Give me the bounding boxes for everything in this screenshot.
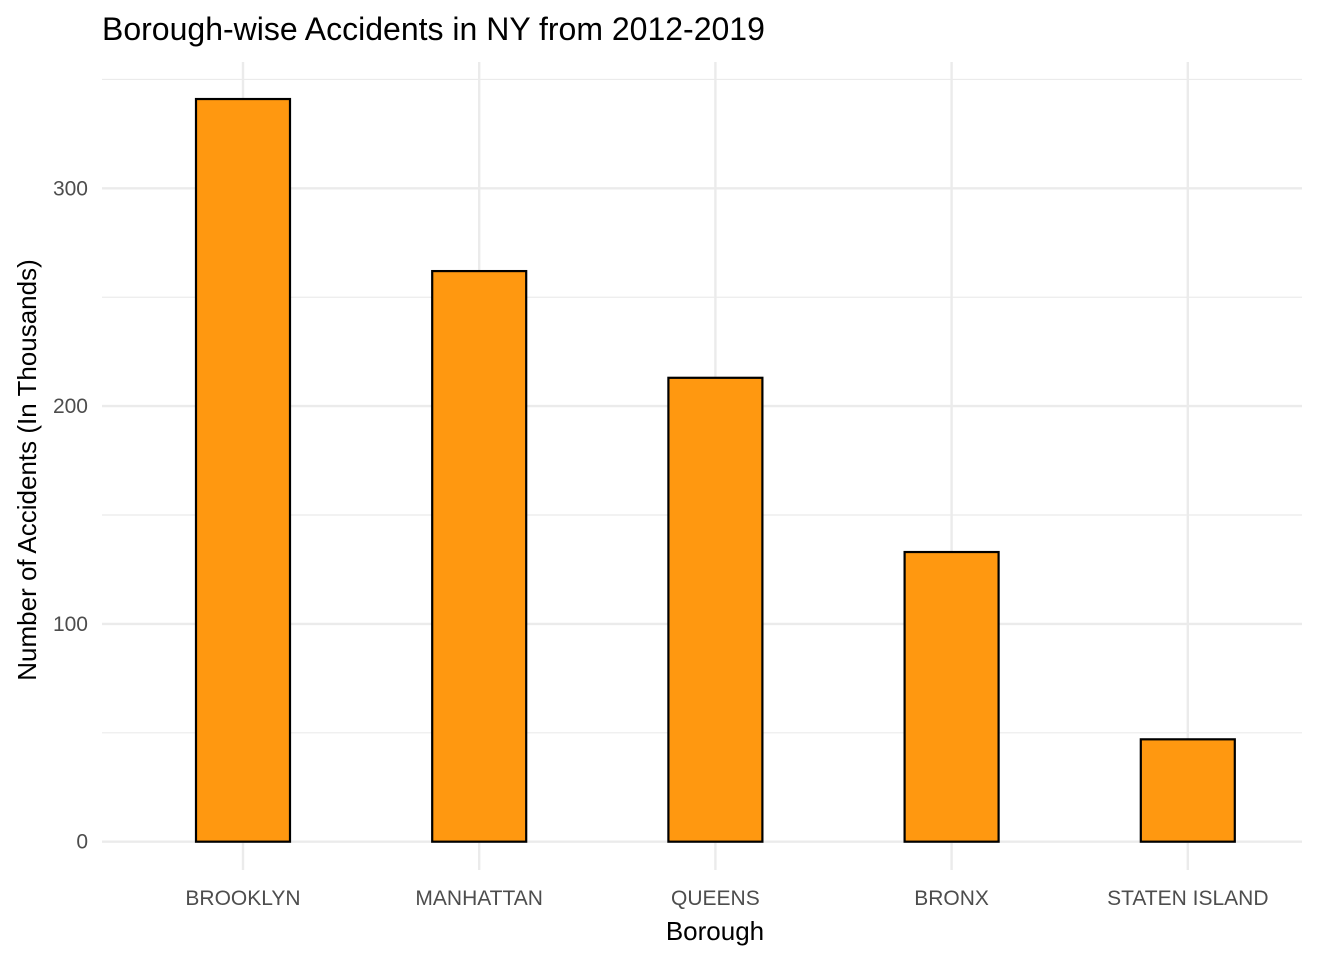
bar-manhattan <box>431 269 528 843</box>
y-tick-label: 0 <box>76 831 88 854</box>
bars <box>194 97 1236 843</box>
bar-staten-island <box>1139 738 1236 843</box>
chart-title: Borough-wise Accidents in NY from 2012-2… <box>102 11 765 47</box>
x-tick-label: STATEN ISLAND <box>1107 887 1268 910</box>
y-tick-label: 300 <box>53 177 88 200</box>
x-axis-title: Borough <box>666 916 764 946</box>
y-axis-title: Number of Accidents (In Thousands) <box>12 259 42 681</box>
y-tick-label: 200 <box>53 395 88 418</box>
x-tick-label: BRONX <box>914 887 989 910</box>
bar-queens <box>667 376 764 843</box>
y-axis-ticks: 0 100 200 300 <box>53 177 88 853</box>
x-tick-label: QUEENS <box>671 887 760 910</box>
bar-brooklyn <box>194 97 292 843</box>
x-tick-label: MANHATTAN <box>415 887 543 910</box>
x-tick-label: BROOKLYN <box>185 887 300 910</box>
x-axis-ticks: BROOKLYN MANHATTAN QUEENS BRONX STATEN ISLAN… <box>185 887 1268 910</box>
bar-bronx <box>903 550 1000 843</box>
y-tick-label: 100 <box>53 613 88 636</box>
